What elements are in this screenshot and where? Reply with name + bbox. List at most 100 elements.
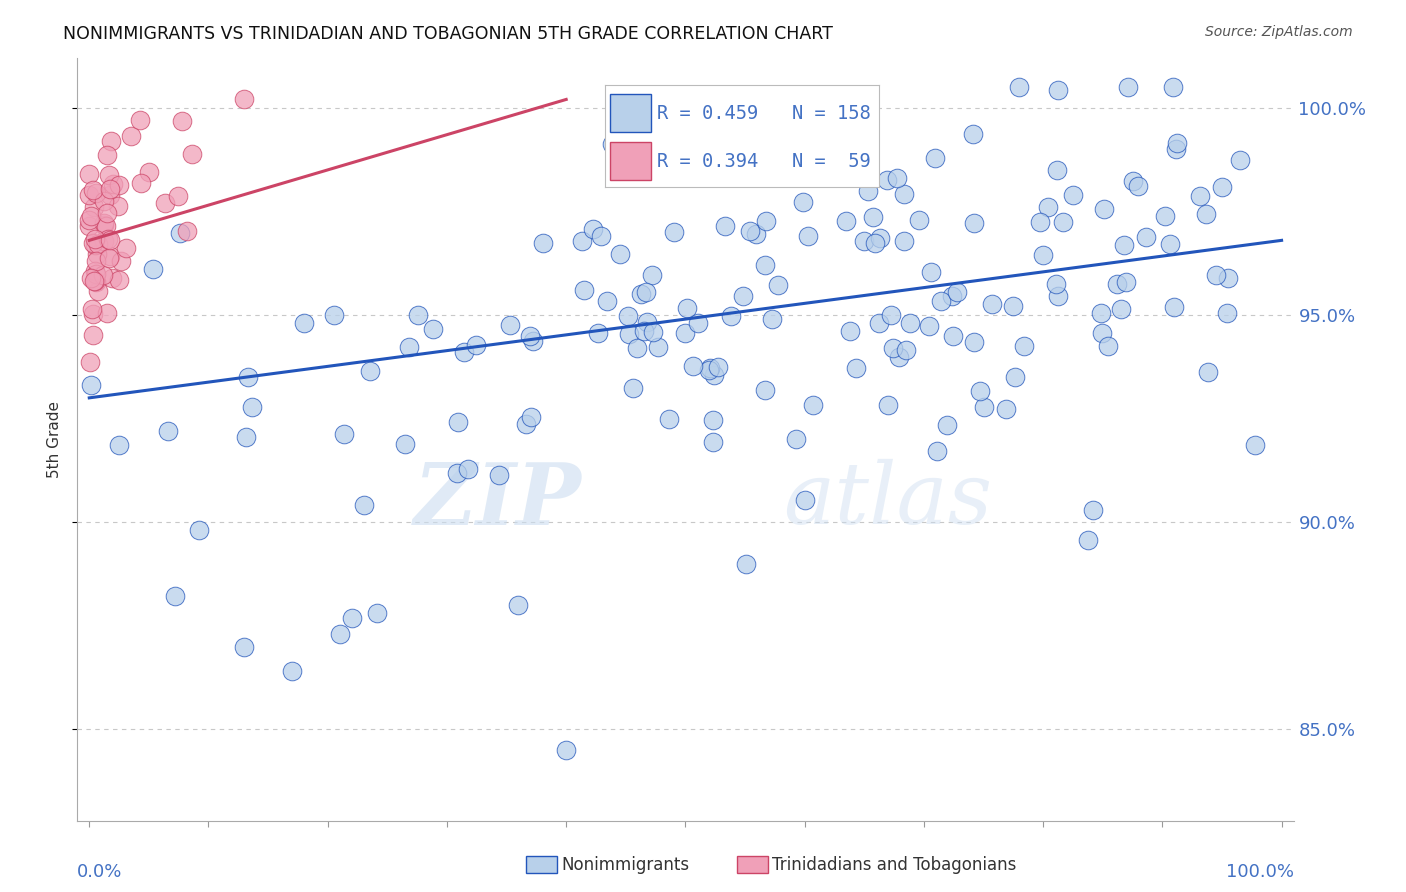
Point: [98, 187, 121, 202]
Point: [422, 322, 444, 336]
Point: [699, 361, 721, 376]
Point: [633, 324, 655, 338]
Point: [79, 355, 101, 369]
Point: [82, 328, 104, 343]
Point: [600, 137, 623, 152]
Point: [233, 640, 256, 654]
Point: [924, 151, 946, 165]
Point: [1122, 174, 1144, 188]
Point: [941, 289, 963, 303]
Point: [657, 412, 679, 426]
Point: [572, 283, 595, 297]
Point: [1153, 210, 1175, 224]
Point: [1115, 275, 1137, 289]
Point: [100, 271, 122, 285]
Text: R = 0.394   N =  59: R = 0.394 N = 59: [657, 153, 870, 171]
Point: [973, 400, 995, 414]
Text: ZIP: ZIP: [415, 458, 582, 542]
Point: [893, 234, 915, 248]
Point: [1195, 207, 1218, 221]
Point: [79, 219, 101, 233]
Point: [935, 418, 957, 433]
Point: [682, 359, 704, 373]
Point: [1216, 306, 1239, 320]
Point: [98, 249, 121, 263]
Point: [571, 234, 593, 248]
Point: [630, 287, 652, 301]
Point: [453, 345, 475, 359]
Point: [1029, 215, 1052, 229]
Point: [1116, 80, 1139, 95]
Point: [188, 523, 211, 537]
Point: [80, 210, 103, 224]
Point: [115, 241, 138, 255]
Point: [785, 432, 807, 446]
Point: [142, 262, 165, 277]
Point: [1047, 289, 1070, 303]
Point: [96, 305, 118, 319]
Point: [688, 316, 710, 330]
Point: [1081, 503, 1104, 517]
Point: [1105, 277, 1128, 292]
Point: [96, 206, 118, 220]
Point: [738, 224, 761, 238]
Point: [754, 383, 776, 397]
Point: [994, 401, 1017, 416]
Point: [619, 327, 641, 342]
Point: [596, 294, 619, 309]
Point: [87, 284, 110, 298]
Point: [1097, 339, 1119, 353]
Point: [84, 232, 107, 246]
Point: [322, 308, 344, 322]
Point: [641, 326, 664, 340]
Point: [555, 743, 578, 757]
Point: [886, 170, 908, 185]
Point: [797, 228, 820, 243]
Point: [720, 309, 742, 323]
Point: [84, 263, 107, 277]
Point: [93, 218, 115, 232]
Point: [1077, 533, 1099, 547]
Point: [83, 200, 105, 214]
Point: [398, 340, 420, 354]
Point: [332, 427, 354, 442]
Point: [156, 424, 179, 438]
Point: [900, 316, 922, 330]
Point: [839, 324, 862, 338]
Point: [394, 437, 416, 451]
Point: [735, 557, 758, 571]
Point: [626, 341, 648, 355]
Point: [84, 275, 107, 289]
Point: [1090, 326, 1112, 340]
Point: [519, 329, 541, 343]
Point: [1045, 277, 1067, 292]
Point: [169, 226, 191, 240]
Point: [1008, 80, 1031, 95]
Point: [702, 412, 724, 426]
Point: [446, 466, 468, 480]
Point: [1135, 230, 1157, 244]
Point: [79, 188, 101, 202]
Y-axis label: 5th Grade: 5th Grade: [46, 401, 62, 478]
Point: [120, 128, 142, 143]
Point: [591, 229, 613, 244]
Point: [98, 234, 121, 248]
FancyBboxPatch shape: [610, 94, 651, 132]
Point: [754, 259, 776, 273]
Point: [882, 341, 904, 355]
Point: [1045, 163, 1067, 178]
Point: [617, 309, 640, 323]
Point: [853, 235, 876, 249]
Point: [761, 312, 783, 326]
Point: [697, 363, 720, 377]
Point: [876, 398, 898, 412]
Point: [834, 214, 856, 228]
Point: [1166, 136, 1188, 150]
Text: NONIMMIGRANTS VS TRINIDADIAN AND TOBAGONIAN 5TH GRADE CORRELATION CHART: NONIMMIGRANTS VS TRINIDADIAN AND TOBAGON…: [63, 25, 834, 43]
Point: [1163, 300, 1185, 314]
Point: [465, 338, 488, 352]
Point: [1197, 366, 1219, 380]
Point: [294, 316, 316, 330]
Text: R = 0.459   N = 158: R = 0.459 N = 158: [657, 104, 870, 123]
Point: [745, 227, 768, 241]
